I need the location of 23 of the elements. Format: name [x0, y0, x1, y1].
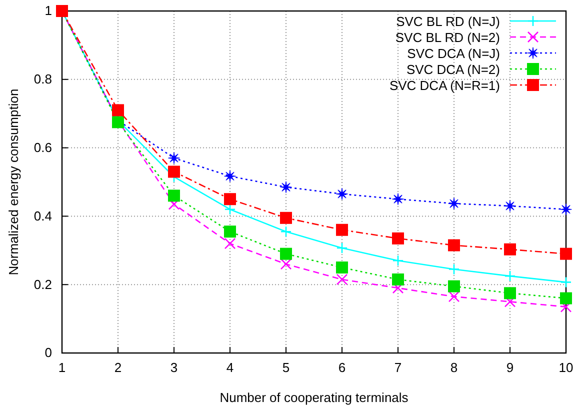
legend-label: SVC DCA (N=R=1): [389, 78, 500, 93]
y-tick-label: 0.4: [34, 208, 52, 224]
x-tick-label: 1: [58, 360, 66, 376]
legend-label: SVC BL RD (N=J): [396, 14, 500, 29]
y-tick-label: 0.2: [34, 276, 52, 292]
x-tick-label: 5: [282, 360, 290, 376]
x-tick-label: 7: [394, 360, 402, 376]
x-axis-title: Number of cooperating terminals: [220, 390, 409, 405]
legend-label: SVC DCA (N=J): [407, 46, 500, 61]
x-tick-label: 4: [226, 360, 234, 376]
x-tick-label: 2: [114, 360, 122, 376]
legend-label: SVC BL RD (N=2): [395, 30, 500, 45]
x-tick-label: 6: [338, 360, 346, 376]
y-tick-label: 1: [44, 3, 52, 18]
y-tick-label: 0.8: [34, 72, 52, 87]
y-tick-label: 0: [44, 345, 52, 360]
legend-label: SVC DCA (N=2): [406, 62, 500, 77]
x-tick-label: 8: [450, 360, 458, 376]
x-tick-label: 3: [170, 360, 178, 376]
x-tick-label: 9: [506, 360, 514, 376]
y-axis-title: Normalized energy consumption: [6, 88, 21, 276]
x-tick-label: 10: [558, 360, 574, 376]
y-tick-label: 0.6: [34, 140, 52, 155]
